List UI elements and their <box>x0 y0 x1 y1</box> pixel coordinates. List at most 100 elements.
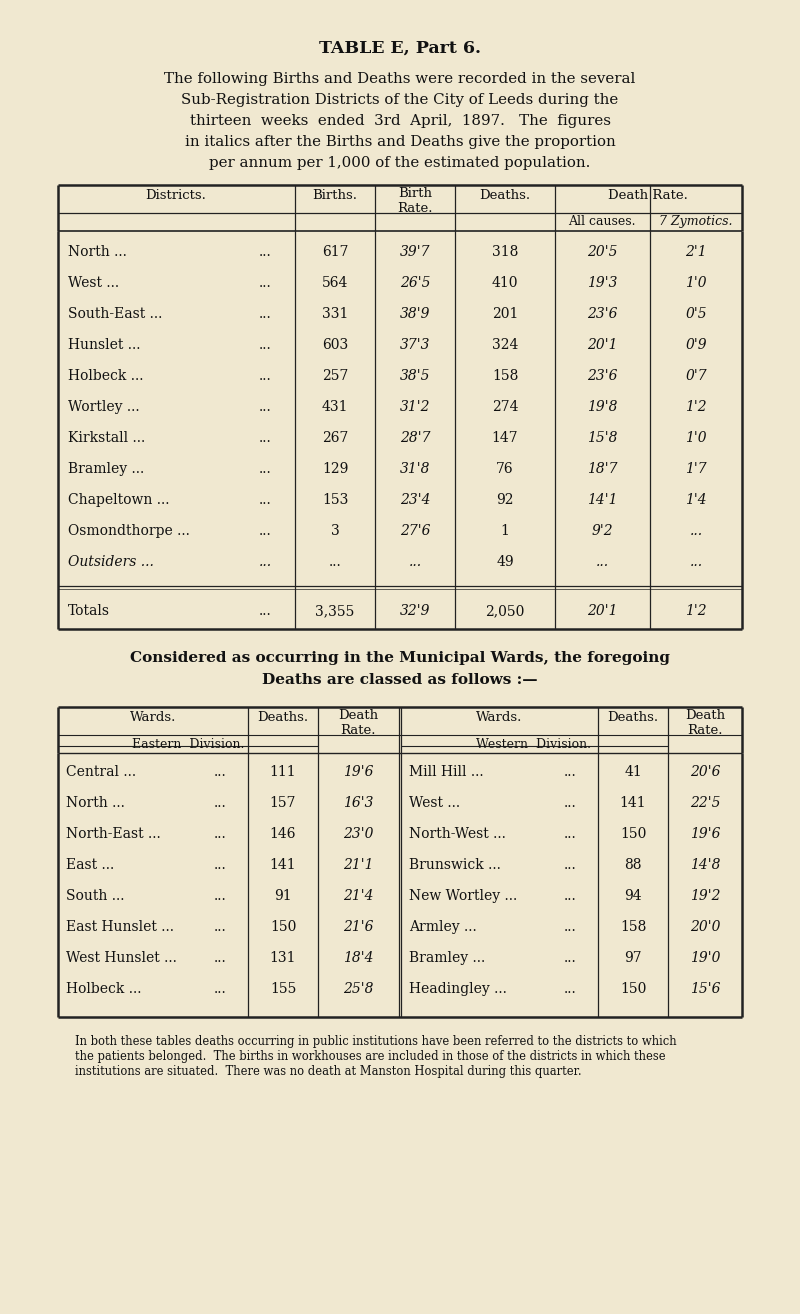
Text: in italics after the Births and Deaths give the proportion: in italics after the Births and Deaths g… <box>185 135 615 148</box>
Text: Wards.: Wards. <box>476 711 522 724</box>
Text: 147: 147 <box>492 431 518 445</box>
Text: ...: ... <box>258 555 271 569</box>
Text: 150: 150 <box>270 920 296 934</box>
Text: 19'0: 19'0 <box>690 951 720 964</box>
Text: 41: 41 <box>624 765 642 779</box>
Text: South-East ...: South-East ... <box>68 307 162 321</box>
Text: West Hunslet ...: West Hunslet ... <box>66 951 177 964</box>
Text: Birth
Rate.: Birth Rate. <box>398 187 433 215</box>
Text: ...: ... <box>564 920 576 934</box>
Text: 20'6: 20'6 <box>690 765 720 779</box>
Text: 1: 1 <box>501 524 510 537</box>
Text: South ...: South ... <box>66 890 125 903</box>
Text: ...: ... <box>690 555 702 569</box>
Text: Western  Division.: Western Division. <box>477 738 591 752</box>
Text: 94: 94 <box>624 890 642 903</box>
Text: 26'5: 26'5 <box>400 276 430 290</box>
Text: ...: ... <box>214 920 226 934</box>
Text: Death Rate.: Death Rate. <box>608 189 688 202</box>
Text: 31'8: 31'8 <box>400 463 430 476</box>
Text: Considered as occurring in the Municipal Wards, the foregoing: Considered as occurring in the Municipal… <box>130 650 670 665</box>
Text: Wortley ...: Wortley ... <box>68 399 140 414</box>
Text: 15'6: 15'6 <box>690 982 720 996</box>
Text: ...: ... <box>564 890 576 903</box>
Text: 19'3: 19'3 <box>586 276 618 290</box>
Text: 20'5: 20'5 <box>586 244 618 259</box>
Text: Outsiders ...: Outsiders ... <box>68 555 154 569</box>
Text: 16'3: 16'3 <box>342 796 374 809</box>
Text: West ...: West ... <box>409 796 460 809</box>
Text: 25'8: 25'8 <box>342 982 374 996</box>
Text: ...: ... <box>214 890 226 903</box>
Text: Headingley ...: Headingley ... <box>409 982 507 996</box>
Text: 564: 564 <box>322 276 348 290</box>
Text: 28'7: 28'7 <box>400 431 430 445</box>
Text: 129: 129 <box>322 463 348 476</box>
Text: 410: 410 <box>492 276 518 290</box>
Text: ...: ... <box>214 982 226 996</box>
Text: 14'1: 14'1 <box>586 493 618 507</box>
Text: Osmondthorpe ...: Osmondthorpe ... <box>68 524 190 537</box>
Text: Bramley ...: Bramley ... <box>68 463 144 476</box>
Text: 158: 158 <box>620 920 646 934</box>
Text: ...: ... <box>564 765 576 779</box>
Text: 9'2: 9'2 <box>591 524 613 537</box>
Text: ...: ... <box>258 338 271 352</box>
Text: East ...: East ... <box>66 858 114 872</box>
Text: ...: ... <box>214 951 226 964</box>
Text: Brunswick ...: Brunswick ... <box>409 858 501 872</box>
Text: ...: ... <box>258 399 271 414</box>
Text: 331: 331 <box>322 307 348 321</box>
Text: Totals: Totals <box>68 604 110 618</box>
Text: 27'6: 27'6 <box>400 524 430 537</box>
Text: 23'4: 23'4 <box>400 493 430 507</box>
Text: 23'6: 23'6 <box>586 307 618 321</box>
Text: 617: 617 <box>322 244 348 259</box>
Text: 157: 157 <box>270 796 296 809</box>
Text: Bramley ...: Bramley ... <box>409 951 486 964</box>
Text: ...: ... <box>595 555 609 569</box>
Text: ...: ... <box>214 827 226 841</box>
Text: Hunslet ...: Hunslet ... <box>68 338 141 352</box>
Text: 19'6: 19'6 <box>342 765 374 779</box>
Text: North-West ...: North-West ... <box>409 827 506 841</box>
Text: 21'1: 21'1 <box>342 858 374 872</box>
Text: 0'5: 0'5 <box>685 307 707 321</box>
Text: 21'4: 21'4 <box>342 890 374 903</box>
Text: 15'8: 15'8 <box>586 431 618 445</box>
Text: North ...: North ... <box>66 796 125 809</box>
Text: 150: 150 <box>620 827 646 841</box>
Text: North-East ...: North-East ... <box>66 827 161 841</box>
Text: Death
Rate.: Death Rate. <box>338 710 378 737</box>
Text: 1'7: 1'7 <box>685 463 707 476</box>
Text: 23'6: 23'6 <box>586 369 618 382</box>
Text: Armley ...: Armley ... <box>409 920 477 934</box>
Text: the patients belonged.  The births in workhouses are included in those of the di: the patients belonged. The births in wor… <box>75 1050 666 1063</box>
Text: North ...: North ... <box>68 244 127 259</box>
Text: 603: 603 <box>322 338 348 352</box>
Text: Deaths.: Deaths. <box>258 711 309 724</box>
Text: 1'2: 1'2 <box>685 399 707 414</box>
Text: 22'5: 22'5 <box>690 796 720 809</box>
Text: New Wortley ...: New Wortley ... <box>409 890 518 903</box>
Text: 141: 141 <box>620 796 646 809</box>
Text: 19'8: 19'8 <box>586 399 618 414</box>
Text: 155: 155 <box>270 982 296 996</box>
Text: Eastern  Division.: Eastern Division. <box>132 738 244 752</box>
Text: 146: 146 <box>270 827 296 841</box>
Text: Chapeltown ...: Chapeltown ... <box>68 493 170 507</box>
Text: 2,050: 2,050 <box>486 604 525 618</box>
Text: In both these tables deaths occurring in public institutions have been referred : In both these tables deaths occurring in… <box>75 1035 677 1049</box>
Text: ...: ... <box>258 604 271 618</box>
Text: Holbeck ...: Holbeck ... <box>66 982 142 996</box>
Text: 88: 88 <box>624 858 642 872</box>
Text: 111: 111 <box>270 765 296 779</box>
Text: 141: 141 <box>270 858 296 872</box>
Text: Districts.: Districts. <box>146 189 206 202</box>
Text: TABLE E, Part 6.: TABLE E, Part 6. <box>319 39 481 57</box>
Text: 97: 97 <box>624 951 642 964</box>
Text: 201: 201 <box>492 307 518 321</box>
Text: 131: 131 <box>270 951 296 964</box>
Text: ...: ... <box>329 555 342 569</box>
Text: The following Births and Deaths were recorded in the several: The following Births and Deaths were rec… <box>164 72 636 85</box>
